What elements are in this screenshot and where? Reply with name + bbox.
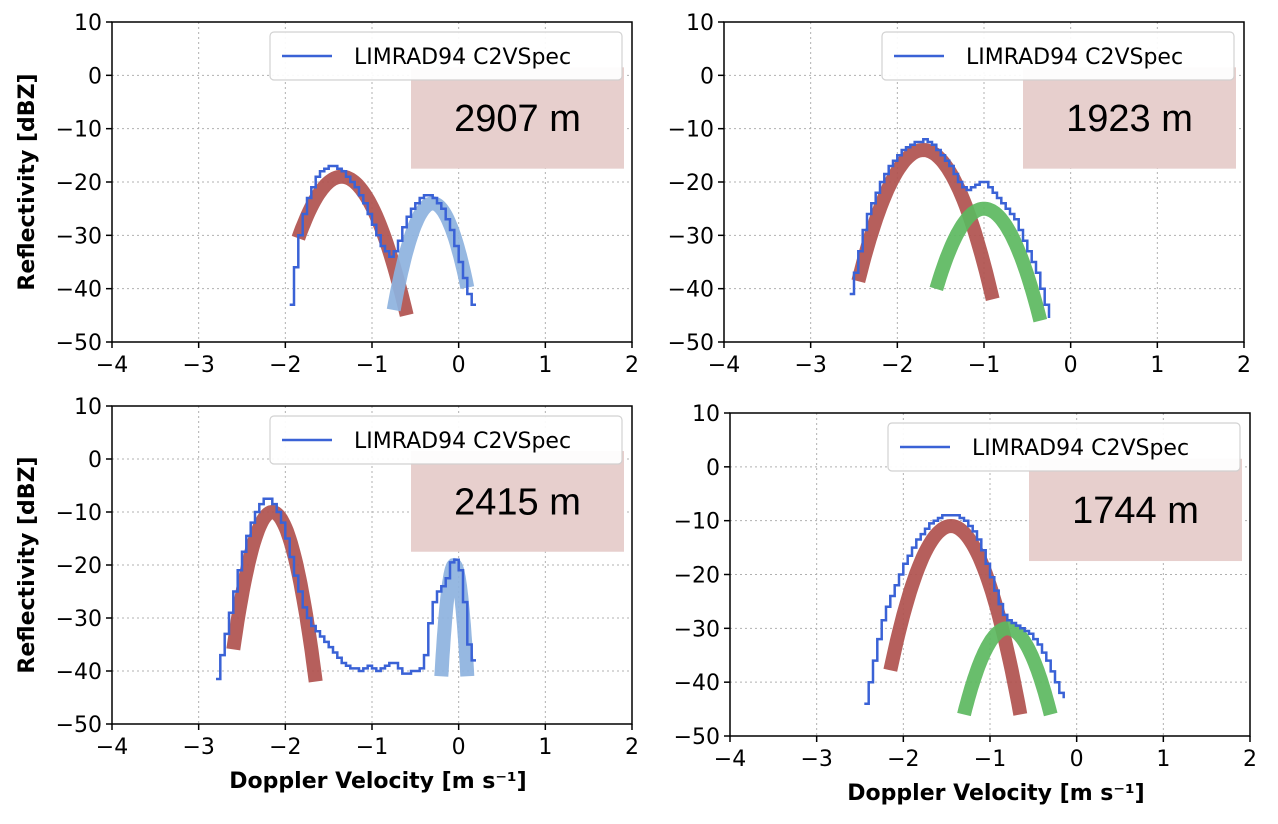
y-tick-label: −10 xyxy=(674,510,720,535)
height-box xyxy=(411,67,624,169)
y-axis-label: Reflectivity [dBZ] xyxy=(15,456,40,673)
y-tick-label: −50 xyxy=(56,713,102,738)
legend-box xyxy=(881,31,1235,81)
y-tick-label: −50 xyxy=(56,331,102,356)
x-tick-label: −2 xyxy=(881,353,913,378)
legend-box xyxy=(269,415,623,465)
legend-label: LIMRAD94 C2VSpec xyxy=(354,45,571,70)
x-tick-label: −2 xyxy=(887,747,919,772)
height-box xyxy=(1029,458,1242,562)
panel-3: 2415 m−4 −3 −2 −1 0 1 2−50−40−30−20−10010LIMRA… xyxy=(15,395,639,794)
x-tick-label: 2 xyxy=(1243,747,1257,772)
x-tick-label: 1 xyxy=(1150,353,1164,378)
y-tick-label: 10 xyxy=(74,11,102,36)
x-tick-label: −4 xyxy=(96,735,128,760)
x-tick-label: −1 xyxy=(974,747,1006,772)
mode-red-1 xyxy=(291,169,414,317)
x-tick-label: 1 xyxy=(1156,747,1170,772)
y-tick-label: −10 xyxy=(56,118,102,143)
x-tick-label: −2 xyxy=(269,735,301,760)
x-tick-label: −4 xyxy=(96,353,128,378)
mode-green-2 xyxy=(929,201,1048,323)
height-label: 2907 m xyxy=(454,98,581,140)
x-tick-label: 1 xyxy=(538,735,552,760)
x-axis-label: Doppler Velocity [m s⁻¹] xyxy=(229,769,526,794)
y-tick-label: −40 xyxy=(668,278,714,303)
y-tick-label: 0 xyxy=(700,64,714,89)
mode-green-2 xyxy=(957,621,1058,717)
y-tick-label: −40 xyxy=(674,671,720,696)
y-tick-label: −20 xyxy=(56,171,102,196)
height-label: 1923 m xyxy=(1066,98,1193,140)
plot-area xyxy=(289,164,476,317)
x-tick-label: 1 xyxy=(538,353,552,378)
x-tick-label: 0 xyxy=(1070,747,1084,772)
y-tick-label: −20 xyxy=(668,171,714,196)
y-tick-label: −30 xyxy=(668,224,714,249)
y-tick-label: −20 xyxy=(674,564,720,589)
panel-2: 1923 m−4 −3 −2 −1 0 1 2−50−40−30−20−10010LIMRA… xyxy=(668,11,1251,378)
y-tick-label: −50 xyxy=(674,725,720,750)
x-tick-label: 2 xyxy=(625,353,639,378)
y-tick-label: −30 xyxy=(56,224,102,249)
x-tick-label: −3 xyxy=(800,747,832,772)
panel-1: 2907 m−4 −3 −2 −1 0 1 2−50−40−30−20−10010LIMRA… xyxy=(15,11,639,378)
panel-4: 1744 m−4 −3 −2 −1 0 1 2−50−40−30−20−10010LIMRA… xyxy=(674,402,1257,806)
x-tick-label: 0 xyxy=(452,735,466,760)
x-tick-label: −2 xyxy=(269,353,301,378)
y-tick-label: 0 xyxy=(88,448,102,473)
mode-red-1 xyxy=(851,142,1000,301)
legend-label: LIMRAD94 C2VSpec xyxy=(972,436,1189,461)
spectrum-line xyxy=(289,164,476,306)
y-tick-label: −40 xyxy=(56,660,102,685)
y-tick-label: −40 xyxy=(56,278,102,303)
spectrum-line xyxy=(849,138,1051,318)
mode-blue-2 xyxy=(434,557,475,677)
x-tick-label: 2 xyxy=(1237,353,1251,378)
x-tick-label: −4 xyxy=(708,353,740,378)
height-label: 1744 m xyxy=(1072,490,1199,532)
legend-label: LIMRAD94 C2VSpec xyxy=(354,429,571,454)
x-tick-label: −1 xyxy=(356,735,388,760)
y-axis-label: Reflectivity [dBZ] xyxy=(15,73,40,290)
legend-box xyxy=(887,422,1241,472)
y-tick-label: −20 xyxy=(56,554,102,579)
y-tick-label: 10 xyxy=(692,402,720,427)
x-tick-label: −3 xyxy=(182,353,214,378)
y-tick-label: −50 xyxy=(668,331,714,356)
x-tick-label: −3 xyxy=(182,735,214,760)
x-tick-label: 0 xyxy=(1064,353,1078,378)
spectrum-line xyxy=(864,514,1065,705)
x-tick-label: 2 xyxy=(625,735,639,760)
mode-red-1 xyxy=(883,518,1028,716)
x-tick-label: 0 xyxy=(452,353,466,378)
x-tick-label: −1 xyxy=(356,353,388,378)
height-box xyxy=(1023,67,1236,169)
height-label: 2415 m xyxy=(454,481,581,523)
plot-area xyxy=(216,497,476,683)
height-box xyxy=(411,451,624,552)
legend-label: LIMRAD94 C2VSpec xyxy=(966,45,1183,70)
y-tick-label: −30 xyxy=(56,607,102,632)
y-tick-label: 0 xyxy=(706,456,720,481)
y-tick-label: 10 xyxy=(686,11,714,36)
x-tick-label: −4 xyxy=(714,747,746,772)
y-tick-label: −30 xyxy=(674,617,720,642)
y-tick-label: −10 xyxy=(56,501,102,526)
spectrum-line xyxy=(216,497,476,681)
plot-area xyxy=(849,138,1051,323)
plot-area xyxy=(864,514,1065,717)
x-tick-label: −3 xyxy=(794,353,826,378)
y-tick-label: 0 xyxy=(88,64,102,89)
x-tick-label: −1 xyxy=(968,353,1000,378)
y-tick-label: 10 xyxy=(74,395,102,420)
x-axis-label: Doppler Velocity [m s⁻¹] xyxy=(847,781,1144,806)
legend-box xyxy=(269,31,623,81)
y-tick-label: −10 xyxy=(668,118,714,143)
